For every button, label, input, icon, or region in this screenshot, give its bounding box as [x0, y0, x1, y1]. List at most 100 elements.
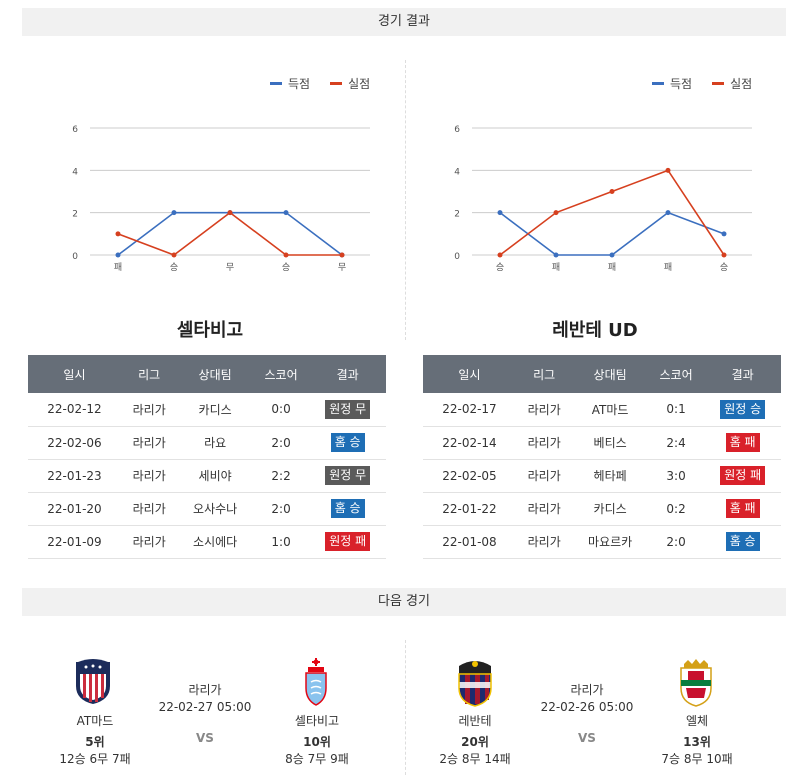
next2-info: 라리가 22-02-26 05:00	[532, 682, 642, 716]
next2-away-rank: 13위	[683, 735, 711, 749]
next-section-header: 다음 경기	[22, 588, 786, 616]
column-header: 스코어	[647, 355, 705, 393]
scored-point	[115, 252, 121, 258]
next2-home-record: 2승 8무 14패	[439, 752, 511, 766]
date-cell: 22-01-22	[423, 492, 516, 526]
next2-away-name: 엘체	[685, 714, 709, 728]
next1-home-record: 12승 6무 7패	[59, 752, 131, 766]
result-badge: 홈 승	[330, 433, 365, 452]
conceded-point	[665, 167, 671, 173]
y-tick-label: 2	[72, 210, 78, 220]
conceded-point	[283, 252, 289, 258]
y-tick-label: 4	[72, 167, 78, 177]
y-tick-label: 6	[72, 125, 78, 135]
date-cell: 22-01-20	[28, 492, 121, 526]
date-cell: 22-01-23	[28, 459, 121, 493]
conceded-point	[609, 189, 615, 194]
column-header: 상대팀	[177, 355, 253, 393]
next1-away-name: 셀타비고	[294, 714, 340, 728]
league-cell: 라리가	[120, 426, 178, 460]
next-divider	[405, 640, 406, 775]
legend-scored: 득점	[270, 75, 310, 92]
table-header-row: 일시 리그 상대팀 스코어 결과	[423, 355, 781, 393]
result-badge: 홈 패	[725, 499, 760, 518]
league-cell: 라리가	[120, 525, 178, 559]
column-header: 결과	[309, 355, 386, 393]
scored-point	[497, 210, 503, 216]
table-row: 22-01-09 라리가 소시에다 1:0 원정 패	[28, 525, 386, 559]
league-cell: 라리가	[515, 525, 573, 559]
results-section-header: 경기 결과	[22, 8, 786, 36]
celta-form-chart: 0 2 4 6 패 승 무 승 무	[72, 125, 370, 273]
date-cell: 22-02-17	[423, 393, 516, 427]
conceded-point	[721, 252, 727, 258]
table-row: 22-02-05 라리가 헤타페 3:0 원정 패	[423, 459, 781, 493]
result-badge: 원정 무	[325, 399, 371, 419]
column-header: 상대팀	[572, 355, 648, 393]
conceded-point	[553, 210, 559, 216]
legend-conceded: 실점	[330, 75, 370, 92]
team-title-celta: 셀타비고	[176, 320, 244, 341]
atletico-madrid-logo-icon	[76, 659, 110, 704]
score-cell: 2:0	[252, 426, 310, 460]
table-row: 22-02-06 라리가 라요 2:0 홈 승	[28, 426, 386, 460]
result-cell: 홈 승	[309, 426, 386, 460]
celta-vigo-logo-icon	[305, 658, 327, 706]
result-cell: 홈 패	[704, 492, 781, 526]
result-cell: 홈 승	[704, 525, 781, 559]
opponent-cell: 카디스	[177, 393, 253, 427]
score-cell: 2:4	[647, 426, 705, 460]
column-header: 결과	[704, 355, 781, 393]
scored-point	[553, 252, 559, 258]
table-row: 22-02-12 라리가 카디스 0:0 원정 무	[28, 393, 386, 427]
y-tick-label: 6	[454, 125, 460, 135]
y-tick-label: 0	[72, 252, 78, 262]
conceded-swatch-icon	[330, 82, 343, 85]
opponent-cell: 헤타페	[572, 459, 648, 493]
date-cell: 22-02-14	[423, 426, 516, 460]
score-cell: 2:0	[252, 492, 310, 526]
league-cell: 라리가	[515, 492, 573, 526]
result-cell: 원정 승	[704, 393, 781, 427]
conceded-point	[115, 231, 121, 237]
x-tick-label: 승	[282, 262, 290, 273]
scored-point	[665, 210, 671, 216]
results-divider	[405, 60, 406, 340]
levante-logo-icon	[458, 661, 492, 707]
opponent-cell: 오사수나	[177, 492, 253, 526]
legend-scored: 득점	[652, 75, 692, 92]
column-header: 리그	[120, 355, 178, 393]
result-cell: 홈 패	[704, 426, 781, 460]
column-header: 스코어	[252, 355, 310, 393]
score-cell: 0:0	[252, 393, 310, 427]
league-cell: 라리가	[515, 459, 573, 493]
result-cell: 원정 무	[309, 459, 386, 493]
opponent-cell: 카디스	[572, 492, 648, 526]
x-tick-label: 패	[664, 262, 672, 273]
result-cell: 원정 무	[309, 393, 386, 427]
date-cell: 22-02-12	[28, 393, 121, 427]
column-header: 일시	[423, 355, 516, 393]
opponent-cell: 마요르카	[572, 525, 648, 559]
next2-away: 엘체 13위 7승 8무 10패	[642, 712, 752, 767]
score-cell: 0:2	[647, 492, 705, 526]
table-row: 22-01-23 라리가 세비야 2:2 원정 무	[28, 459, 386, 493]
scored-point	[721, 231, 727, 237]
opponent-cell: 베티스	[572, 426, 648, 460]
table-row: 22-02-14 라리가 베티스 2:4 홈 패	[423, 426, 781, 460]
scored-swatch-icon	[270, 82, 282, 85]
legend-conceded: 실점	[712, 75, 752, 92]
opponent-cell: AT마드	[572, 393, 648, 427]
league-cell: 라리가	[120, 459, 178, 493]
y-tick-label: 4	[454, 167, 460, 177]
score-cell: 2:2	[252, 459, 310, 493]
celta-results-table: 일시 리그 상대팀 스코어 결과 22-02-12 라리가 카디스 0:0 원정 무 22-02-0…	[28, 355, 386, 559]
next1-league: 라리가	[188, 683, 222, 697]
x-tick-label: 승	[170, 262, 178, 273]
result-cell: 홈 승	[309, 492, 386, 526]
levante-form-chart: 0 2 4 6 승 패 패 패 승	[454, 125, 752, 273]
next1-away: 셀타비고 10위 8승 7무 9패	[262, 712, 372, 767]
legend-conceded-label: 실점	[730, 77, 753, 91]
elche-logo-icon	[680, 659, 712, 707]
conceded-point	[227, 210, 233, 216]
